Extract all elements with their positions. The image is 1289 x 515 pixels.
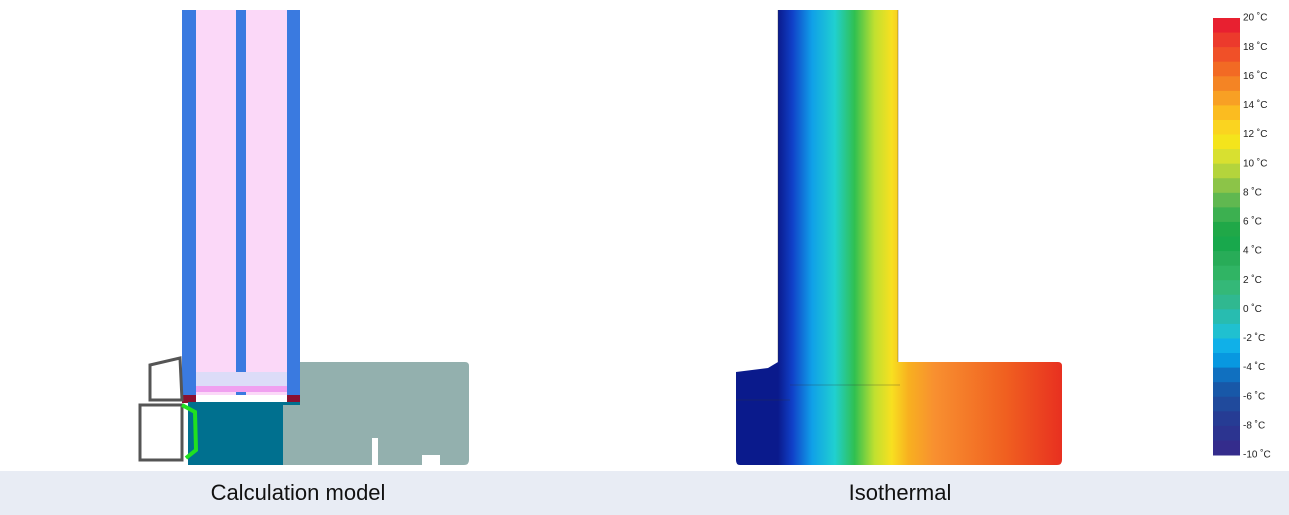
scale-band [1213, 309, 1240, 324]
scale-band [1213, 164, 1240, 179]
scale-band [1213, 91, 1240, 106]
scale-band [1213, 149, 1240, 164]
scale-label: 6 ˚C [1243, 216, 1262, 228]
scale-label: -4 ˚C [1243, 361, 1265, 373]
scale-band [1213, 237, 1240, 252]
scale-label: 20 ˚C [1243, 12, 1267, 24]
scale-band [1213, 295, 1240, 310]
scale-label: -10 ˚C [1243, 449, 1271, 461]
scale-label: 0 ˚C [1243, 303, 1262, 315]
scale-band [1213, 178, 1240, 193]
scale-band [1213, 324, 1240, 339]
scale-band [1213, 368, 1240, 383]
scale-band [1213, 120, 1240, 135]
calculation-model [140, 10, 469, 465]
caption-right: Isothermal [750, 471, 1050, 515]
scale-label: 4 ˚C [1243, 245, 1262, 257]
scale-label: 16 ˚C [1243, 70, 1267, 82]
scale-band [1213, 411, 1240, 426]
scale-band [1213, 397, 1240, 412]
scale-band [1213, 18, 1240, 33]
scale-band [1213, 222, 1240, 237]
caption-left: Calculation model [148, 471, 448, 515]
scale-label: 8 ˚C [1243, 186, 1262, 198]
scale-label: 18 ˚C [1243, 41, 1267, 53]
scale-label: -2 ˚C [1243, 332, 1265, 344]
scale-band [1213, 33, 1240, 48]
scale-band [1213, 251, 1240, 266]
scale-band [1213, 280, 1240, 295]
scale-band [1213, 266, 1240, 281]
scale-band [1213, 62, 1240, 77]
scale-label: 10 ˚C [1243, 157, 1267, 169]
scale-label: -6 ˚C [1243, 390, 1265, 402]
color-scale: 20 ˚C 18 ˚C 16 ˚C 14 ˚C 12 ˚C 10 ˚C 8 ˚C 6 ˚C 4 … [1213, 12, 1271, 461]
scale-band [1213, 105, 1240, 120]
scale-label: -8 ˚C [1243, 420, 1265, 432]
page: 20 ˚C 18 ˚C 16 ˚C 14 ˚C 12 ˚C 10 ˚C 8 ˚C 6 ˚C 4 … [0, 0, 1289, 515]
scale-band [1213, 135, 1240, 150]
scale-band [1213, 353, 1240, 368]
scale-label: 12 ˚C [1243, 128, 1267, 140]
scale-band [1213, 193, 1240, 208]
scale-band [1213, 207, 1240, 222]
scale-band [1213, 382, 1240, 397]
scale-label: 14 ˚C [1243, 99, 1267, 111]
figure: 20 ˚C 18 ˚C 16 ˚C 14 ˚C 12 ˚C 10 ˚C 8 ˚C 6 ˚C 4 … [0, 0, 1289, 515]
scale-band [1213, 338, 1240, 353]
isothermal-plot [736, 10, 1062, 465]
scale-band [1213, 440, 1240, 455]
scale-label: 2 ˚C [1243, 274, 1262, 286]
scale-band [1213, 76, 1240, 91]
scale-band [1213, 426, 1240, 441]
scale-band [1213, 47, 1240, 62]
